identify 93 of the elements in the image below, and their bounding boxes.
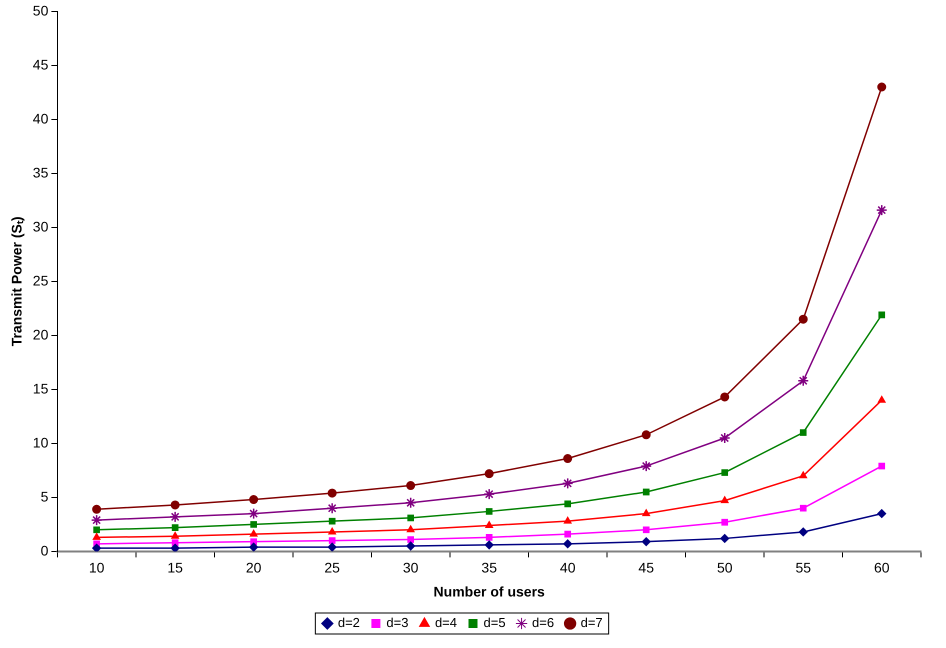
y-tick-label: 50 [32, 2, 49, 18]
point [878, 462, 886, 470]
y-tick-label: 10 [32, 434, 49, 450]
x-tick-label: 15 [167, 560, 184, 576]
point [93, 526, 100, 534]
x-tick-label: 35 [481, 560, 498, 576]
point [250, 521, 257, 528]
x-tick-label: 30 [402, 560, 419, 576]
y-tick-label: 40 [32, 110, 49, 126]
point [328, 527, 336, 534]
point [484, 469, 494, 478]
point [249, 495, 258, 504]
point [642, 526, 650, 534]
point [800, 429, 807, 436]
point [798, 527, 808, 536]
point [564, 500, 572, 508]
point [640, 460, 652, 472]
point [92, 504, 102, 514]
x-tick-label: 55 [795, 560, 812, 576]
y-tick-label: 20 [32, 326, 49, 342]
point [877, 82, 886, 92]
point [404, 497, 416, 509]
point [486, 534, 493, 541]
point [720, 496, 729, 504]
point [326, 502, 338, 514]
point [169, 511, 181, 523]
x-tick-label: 20 [246, 560, 262, 576]
legend-label: d=4 [434, 615, 458, 630]
point [486, 508, 493, 515]
point [721, 469, 728, 476]
y-tick-label: 15 [32, 380, 49, 396]
point [485, 520, 494, 528]
x-tick-label: 45 [638, 560, 654, 576]
legend-label: d=3 [386, 615, 408, 630]
point [563, 539, 572, 548]
y-axis-title: Transmit Power (Sₜ) [8, 216, 24, 346]
point [406, 542, 416, 550]
point [249, 542, 258, 552]
point [798, 314, 808, 324]
legend-label: d=5 [484, 615, 506, 630]
y-tick-label: 35 [32, 164, 49, 180]
x-tick-label: 60 [874, 560, 890, 576]
point [799, 471, 808, 478]
point [878, 312, 886, 318]
point [171, 532, 180, 539]
point [407, 514, 414, 522]
point [797, 375, 809, 387]
point [328, 518, 336, 524]
point [800, 504, 807, 512]
legend-label: d=2 [338, 615, 360, 630]
point [721, 518, 728, 526]
point [407, 536, 414, 543]
point [328, 488, 337, 498]
x-axis-title: Number of users [434, 583, 546, 600]
legend-label: d=7 [580, 615, 603, 630]
point [642, 509, 650, 516]
point [483, 488, 495, 500]
point [877, 509, 886, 518]
point [564, 530, 572, 538]
point [328, 542, 337, 552]
point [642, 430, 651, 440]
point [172, 524, 178, 531]
y-tick-label: 0 [40, 542, 49, 558]
y-tick-label: 5 [40, 488, 49, 504]
point [720, 534, 730, 543]
legend-label: d=6 [532, 615, 554, 630]
point [642, 488, 650, 496]
y-tick-label: 45 [32, 56, 49, 72]
point [248, 508, 260, 520]
point [642, 537, 651, 546]
point [90, 514, 102, 526]
point [718, 432, 730, 444]
x-tick-label: 10 [88, 560, 105, 576]
point [484, 540, 494, 550]
x-tick-label: 25 [324, 560, 340, 576]
point [250, 530, 258, 537]
point [876, 204, 888, 216]
point [92, 532, 101, 540]
y-tick-label: 30 [32, 218, 49, 234]
point [406, 481, 416, 490]
point [562, 478, 574, 490]
x-tick-label: 40 [560, 560, 576, 576]
point [328, 537, 336, 544]
point [92, 544, 102, 552]
point [563, 454, 572, 464]
point [406, 525, 415, 532]
point [170, 544, 180, 552]
point [720, 392, 730, 402]
point [878, 396, 886, 403]
point [564, 516, 572, 524]
x-tick-label: 50 [716, 560, 733, 576]
y-tick-label: 25 [32, 272, 49, 288]
point [170, 500, 180, 510]
